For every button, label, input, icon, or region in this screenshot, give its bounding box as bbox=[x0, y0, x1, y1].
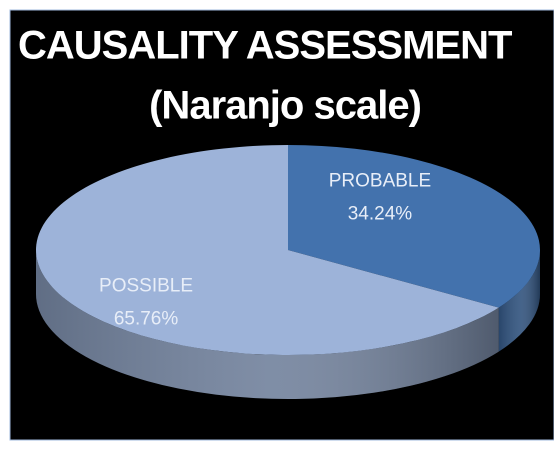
slice bbox=[36, 145, 499, 356]
slice-value-label: 34.24% bbox=[348, 204, 413, 225]
chart-title: CAUSALITY ASSESSMENT bbox=[18, 24, 512, 68]
slice-side-shade bbox=[36, 250, 499, 400]
chart-subtitle: (Naranjo scale) bbox=[149, 84, 421, 128]
slice-value-label: 65.76% bbox=[114, 308, 179, 329]
slice-side-shade bbox=[498, 250, 540, 352]
pie: PROBABLE 34.24% POSSIBLE 65.76% bbox=[36, 145, 541, 400]
slice-label: PROBABLE bbox=[329, 171, 431, 192]
slice bbox=[288, 145, 541, 308]
slice-label: POSSIBLE bbox=[99, 275, 193, 296]
